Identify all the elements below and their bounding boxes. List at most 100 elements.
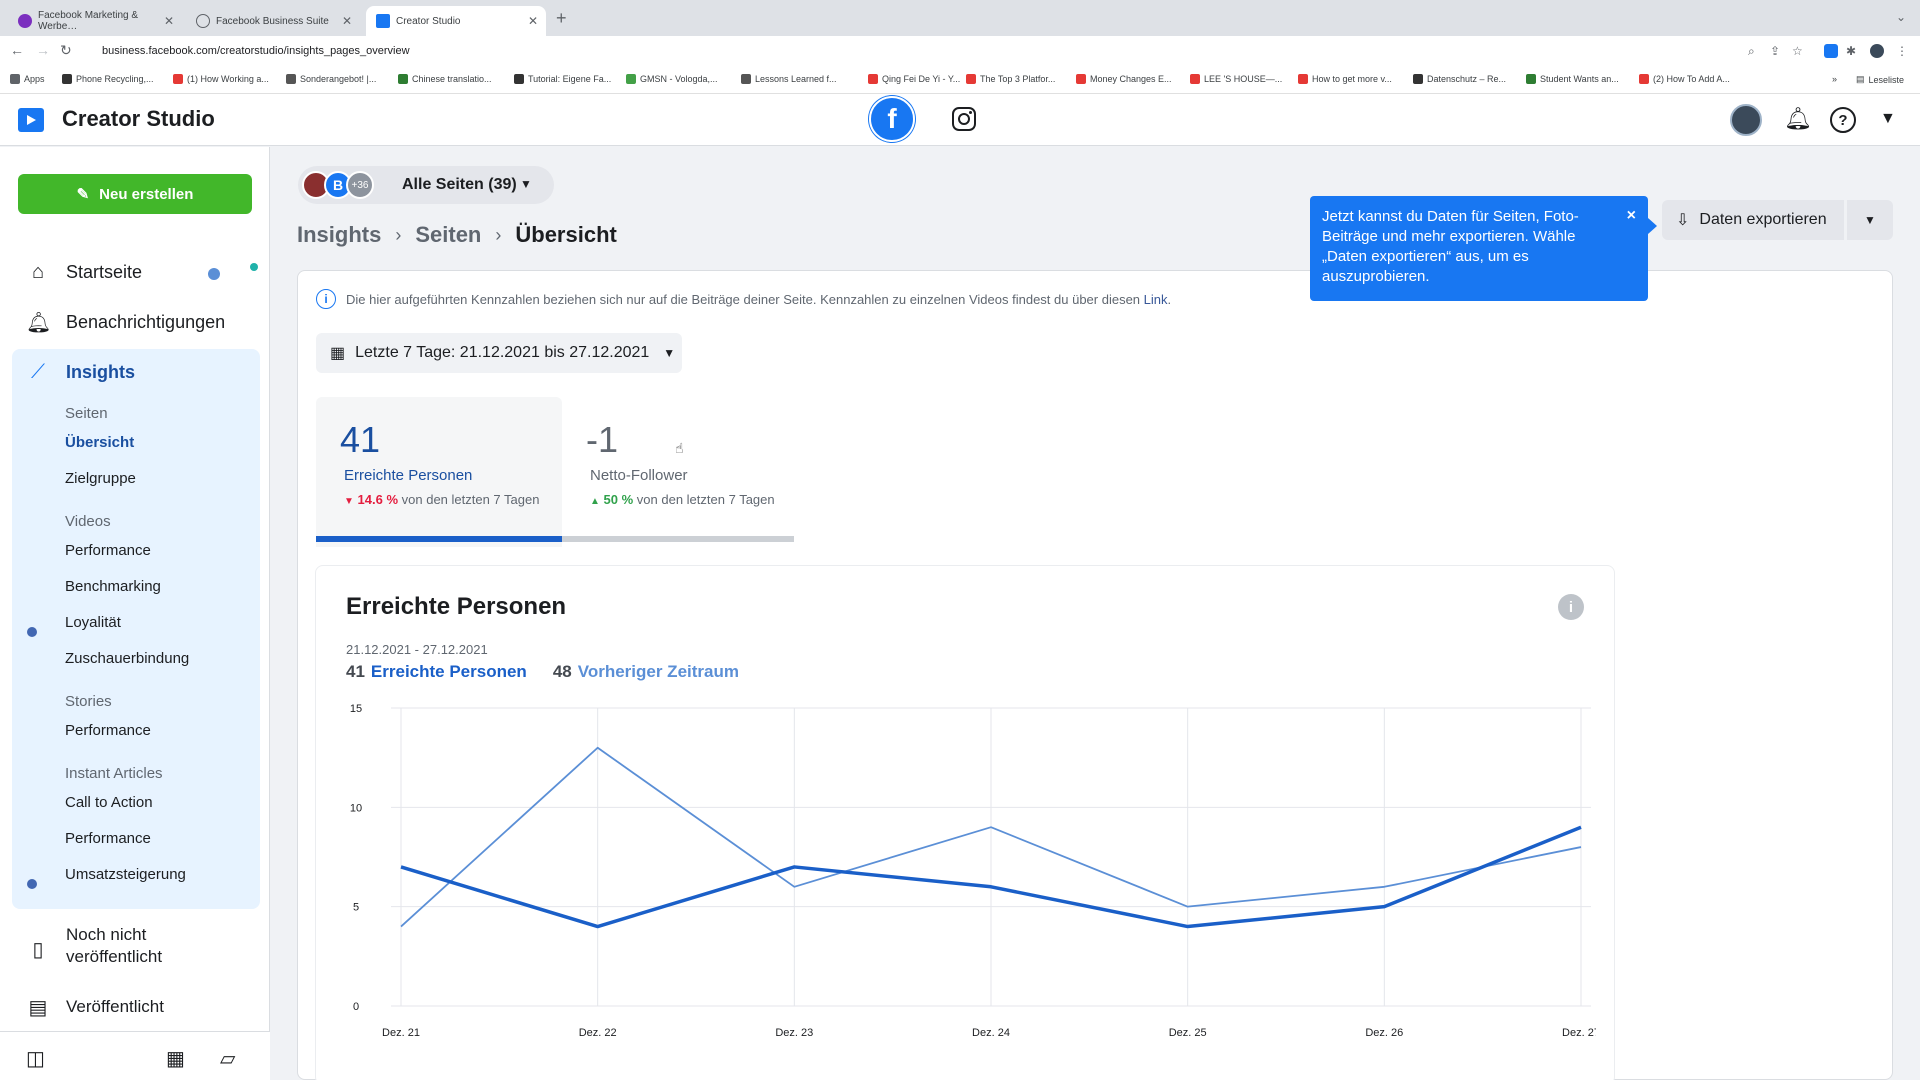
bookmark-label: Datenschutz – Re... (1427, 74, 1507, 84)
breadcrumb-pages[interactable]: Seiten (415, 222, 482, 247)
browser-tab-active[interactable]: Creator Studio ✕ (366, 6, 546, 36)
bookmark-favicon-icon (966, 74, 976, 84)
bookmark-label: (2) How To Add A... (1653, 74, 1730, 84)
browser-menu-icon[interactable]: ⋮ (1896, 44, 1908, 58)
x-tick-label: Dez. 26 (1365, 1027, 1403, 1039)
tab-favicon-icon (376, 14, 390, 28)
app-header: Creator Studio f 🔔︎ ? ▼ (0, 94, 1920, 146)
bookmark-item[interactable]: Tutorial: Eigene Fa... (514, 74, 611, 84)
help-icon[interactable]: ? (1830, 107, 1856, 133)
sidebar-item-ia-performance[interactable]: Performance (65, 830, 151, 847)
x-tick-label: Dez. 27 (1562, 1027, 1596, 1039)
avatar[interactable] (1730, 104, 1762, 136)
bookmark-item[interactable]: Phone Recycling,... (62, 74, 154, 84)
export-options-dropdown[interactable]: ▼ (1847, 200, 1893, 240)
profile-icon[interactable] (1870, 44, 1884, 58)
download-icon: ⇩ (1676, 212, 1690, 229)
sidebar-item-overview[interactable]: Übersicht (65, 434, 135, 451)
date-range-picker[interactable]: ▦ Letzte 7 Tage: 21.12.2021 bis 27.12.20… (316, 333, 682, 373)
zoom-icon[interactable]: ⌕ (1748, 44, 1755, 58)
url-field[interactable]: business.facebook.com/creatorstudio/insi… (102, 45, 410, 57)
info-icon[interactable]: i (1558, 594, 1584, 620)
bookmark-item[interactable]: Datenschutz – Re... (1413, 74, 1506, 84)
metric-value: -1 (586, 419, 619, 460)
table-view-icon[interactable]: ▦ (166, 1048, 185, 1070)
sidebar-item-notifications[interactable]: 🔔︎ Benachrichtigungen (0, 307, 270, 337)
instagram-tab-icon[interactable] (952, 107, 976, 131)
share-icon[interactable]: ⇪ (1770, 44, 1781, 58)
sidebar-item-stories-performance[interactable]: Performance (65, 722, 151, 739)
chevron-down-icon: ▼ (1864, 213, 1876, 227)
sidebar-item-retention[interactable]: Zuschauerbindung (65, 650, 190, 667)
bookmark-item[interactable]: (1) How Working a... (173, 74, 269, 84)
export-data-button[interactable]: ⇩ Daten exportieren (1662, 200, 1844, 240)
address-bar: ← → ↻ business.facebook.com/creatorstudi… (0, 36, 1920, 68)
create-new-label: Neu erstellen (99, 185, 194, 203)
chart-title: Erreichte Personen (346, 593, 567, 620)
bookmark-favicon-icon (1190, 74, 1200, 84)
new-tab-icon[interactable]: + (556, 8, 567, 28)
sidebar-item-revenue[interactable]: Umsatzsteigerung (65, 866, 186, 883)
bookmark-item[interactable]: How to get more v... (1298, 74, 1392, 84)
facebook-extension-icon[interactable] (1824, 44, 1838, 58)
x-tick-label: Dez. 25 (1169, 1027, 1207, 1039)
metric-tab-indicator (562, 536, 794, 542)
bell-icon[interactable]: 🔔︎ (1784, 106, 1812, 131)
browser-tab[interactable]: Facebook Business Suite ✕ (186, 6, 360, 36)
extensions-icon[interactable]: ✱ (1846, 44, 1857, 58)
close-icon[interactable]: × (1626, 207, 1636, 224)
legend-current[interactable]: 41 Erreichte Personen (346, 662, 527, 682)
info-link[interactable]: Link (1143, 291, 1168, 307)
bookmark-item[interactable]: Student Wants an... (1526, 74, 1619, 84)
sidebar-item-home[interactable]: ⌂ Startseite (0, 257, 270, 287)
bookmark-item[interactable]: Sonderangebot! |... (286, 74, 376, 84)
bookmarks-overflow-icon[interactable]: » (1832, 74, 1838, 84)
collapse-sidebar-icon[interactable]: ◫ (26, 1048, 45, 1070)
bookmark-item[interactable]: The Top 3 Platfor... (966, 74, 1055, 84)
reading-list[interactable]: ▤ Leseliste (1856, 74, 1904, 85)
tab-search-icon[interactable]: ⌄ (1895, 10, 1906, 24)
bookmark-favicon-icon (398, 74, 408, 84)
page-selector[interactable]: B +36 Alle Seiten (39) ▼ (298, 166, 554, 204)
bookmark-item[interactable]: Qing Fei De Yi - Y... (868, 74, 960, 84)
bookmark-item[interactable]: (2) How To Add A... (1639, 74, 1730, 84)
forward-icon[interactable]: → (36, 42, 50, 58)
metric-tab-net-followers[interactable]: -1 Netto-Follower ▲ 50 % von den letzten… (562, 397, 794, 547)
sidebar-item-published[interactable]: ▤ Veröffentlicht (0, 995, 270, 1019)
facebook-tab-icon[interactable]: f (869, 96, 915, 142)
bookmark-star-icon[interactable]: ☆ (1792, 44, 1803, 58)
close-tab-icon[interactable]: ✕ (341, 14, 352, 28)
close-tab-icon[interactable]: ✕ (163, 14, 174, 28)
sidebar-item-unpublished[interactable]: ▯ Noch nicht veröffentlicht (0, 925, 270, 973)
bookmark-item[interactable]: LEE 'S HOUSE—... (1190, 74, 1282, 84)
sidebar-item-label: Startseite (66, 261, 143, 282)
legend-previous[interactable]: 48 Vorheriger Zeitraum (553, 662, 739, 682)
chart-legend: 41 Erreichte Personen 48 Vorheriger Zeitra… (346, 662, 739, 682)
reload-icon[interactable]: ↻ (60, 42, 72, 58)
close-tab-icon[interactable]: ✕ (527, 14, 538, 28)
section-heading-pages: Seiten (65, 405, 108, 422)
browser-tab[interactable]: Facebook Marketing & Werbe… ✕ (8, 6, 182, 36)
y-tick-label: 10 (350, 802, 362, 814)
bookmark-item[interactable]: GMSN - Vologda,... (626, 74, 718, 84)
sidebar-item-audience[interactable]: Zielgruppe (65, 470, 136, 487)
bookmark-item[interactable]: Chinese translatio... (398, 74, 492, 84)
account-menu-caret-icon[interactable]: ▼ (1880, 110, 1896, 127)
back-icon[interactable]: ← (10, 42, 24, 58)
sidebar-item-loyalty[interactable]: Loyalität (65, 614, 121, 631)
bookmark-item[interactable]: Lessons Learned f... (741, 74, 837, 84)
tablet-icon[interactable]: ▱ (220, 1048, 236, 1070)
bookmark-item[interactable]: Apps (10, 74, 45, 84)
bookmark-label: LEE 'S HOUSE—... (1204, 74, 1283, 84)
metric-tab-reach[interactable]: 41 Erreichte Personen ▼ 14.6 % von den l… (316, 397, 562, 547)
bookmark-favicon-icon (62, 74, 72, 84)
published-list-icon: ▤ (28, 997, 48, 1019)
sidebar-item-call-to-action[interactable]: Call to Action (65, 794, 153, 811)
bookmark-item[interactable]: Money Changes E... (1076, 74, 1172, 84)
sidebar-item-insights[interactable]: ⟋ Insights (0, 357, 270, 387)
sidebar-item-video-performance[interactable]: Performance (65, 542, 151, 559)
sidebar-item-benchmarking[interactable]: Benchmarking (65, 578, 161, 595)
bookmark-favicon-icon (10, 74, 20, 84)
breadcrumb-insights[interactable]: Insights (297, 222, 382, 247)
create-new-button[interactable]: ✎ Neu erstellen (18, 174, 252, 214)
